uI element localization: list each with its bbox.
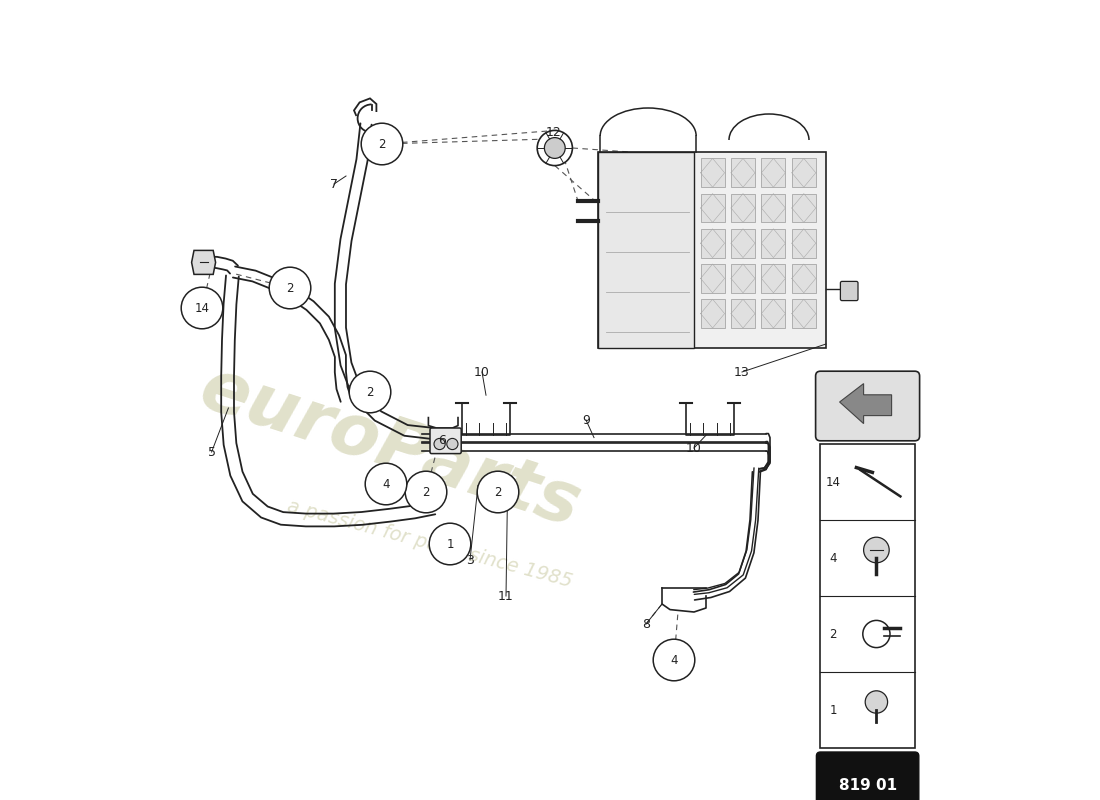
Text: 14: 14	[195, 302, 209, 314]
Circle shape	[653, 639, 695, 681]
Text: 10: 10	[474, 366, 490, 378]
Polygon shape	[792, 158, 816, 187]
Polygon shape	[792, 194, 816, 222]
FancyBboxPatch shape	[821, 444, 915, 748]
Polygon shape	[792, 264, 816, 293]
Text: 4: 4	[829, 551, 837, 565]
Polygon shape	[701, 299, 725, 328]
Circle shape	[544, 138, 565, 158]
Polygon shape	[732, 299, 755, 328]
Polygon shape	[792, 229, 816, 258]
Text: 5: 5	[208, 446, 216, 458]
Circle shape	[862, 621, 890, 648]
Polygon shape	[701, 158, 725, 187]
Polygon shape	[761, 299, 785, 328]
Text: 14: 14	[826, 475, 840, 489]
Text: 4: 4	[383, 478, 389, 490]
Text: euroParts: euroParts	[191, 354, 588, 542]
Circle shape	[447, 438, 458, 450]
Text: 11: 11	[498, 590, 514, 602]
Polygon shape	[701, 229, 725, 258]
Text: 9: 9	[582, 414, 590, 426]
Text: 2: 2	[829, 627, 837, 641]
Text: 8: 8	[642, 618, 650, 630]
Text: 2: 2	[286, 282, 294, 294]
FancyBboxPatch shape	[816, 752, 918, 800]
Polygon shape	[598, 152, 694, 348]
Polygon shape	[732, 264, 755, 293]
Text: 4: 4	[670, 654, 678, 666]
Polygon shape	[761, 194, 785, 222]
Polygon shape	[792, 299, 816, 328]
Text: a passion for parts since 1985: a passion for parts since 1985	[285, 497, 574, 591]
Circle shape	[405, 471, 447, 513]
Text: 2: 2	[378, 138, 386, 150]
Circle shape	[477, 471, 519, 513]
Circle shape	[349, 371, 390, 413]
Circle shape	[864, 538, 889, 563]
Text: 2: 2	[494, 486, 502, 498]
Text: 6: 6	[438, 434, 446, 446]
Text: 1: 1	[447, 538, 453, 550]
Polygon shape	[598, 152, 826, 348]
FancyBboxPatch shape	[815, 371, 920, 441]
Circle shape	[866, 690, 888, 714]
Circle shape	[537, 130, 572, 166]
Polygon shape	[502, 476, 515, 486]
Polygon shape	[761, 229, 785, 258]
Polygon shape	[191, 250, 216, 274]
Text: 819 01: 819 01	[838, 778, 896, 794]
Polygon shape	[701, 194, 725, 222]
Text: 1: 1	[829, 703, 837, 717]
Polygon shape	[761, 158, 785, 187]
FancyBboxPatch shape	[430, 428, 461, 454]
Text: 2: 2	[422, 486, 430, 498]
Text: 2: 2	[366, 386, 374, 398]
Text: 7: 7	[330, 178, 338, 190]
Text: 3: 3	[466, 554, 474, 566]
Polygon shape	[732, 194, 755, 222]
Polygon shape	[732, 158, 755, 187]
Circle shape	[361, 123, 403, 165]
Polygon shape	[761, 264, 785, 293]
Text: 12: 12	[546, 126, 562, 138]
Circle shape	[434, 438, 446, 450]
Polygon shape	[701, 264, 725, 293]
Polygon shape	[732, 229, 755, 258]
Text: 13: 13	[734, 366, 750, 378]
Circle shape	[365, 463, 407, 505]
Circle shape	[270, 267, 311, 309]
Circle shape	[429, 523, 471, 565]
Circle shape	[182, 287, 223, 329]
FancyBboxPatch shape	[840, 282, 858, 301]
Polygon shape	[839, 384, 892, 424]
Text: 10: 10	[686, 442, 702, 454]
